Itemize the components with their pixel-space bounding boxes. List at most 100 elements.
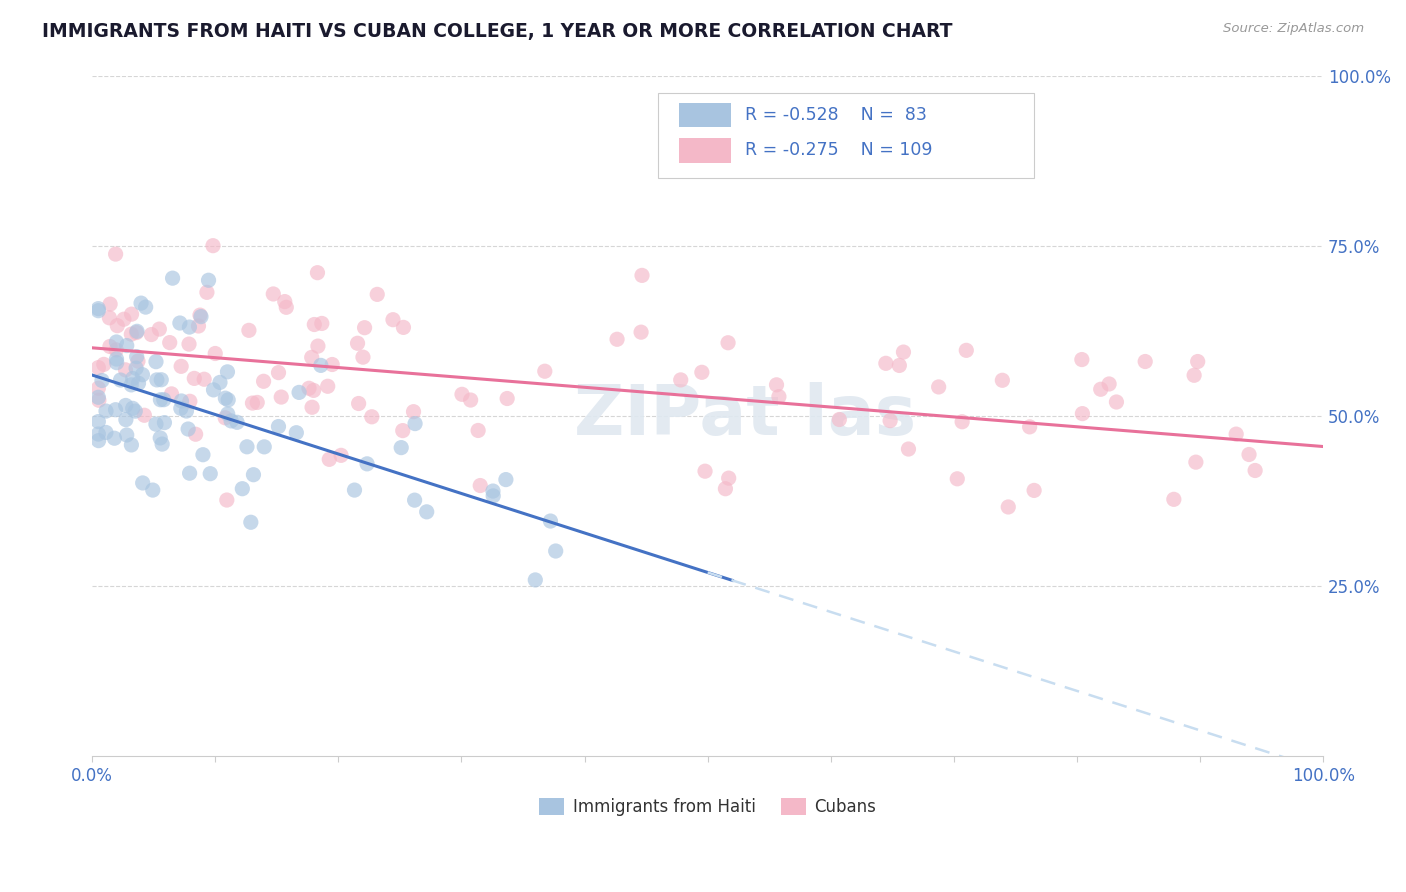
Point xyxy=(307,266,329,280)
Point xyxy=(103,431,125,445)
Point xyxy=(202,383,225,397)
Point xyxy=(524,573,547,587)
Point xyxy=(239,516,262,530)
Point xyxy=(1163,492,1185,507)
Point xyxy=(149,392,172,407)
Point xyxy=(150,437,173,451)
Text: R = -0.275    N = 109: R = -0.275 N = 109 xyxy=(745,142,932,160)
Point xyxy=(544,544,567,558)
Point xyxy=(179,320,201,334)
Point xyxy=(94,425,117,440)
Point xyxy=(149,431,172,445)
Point xyxy=(217,365,239,379)
Point xyxy=(191,448,214,462)
Point xyxy=(87,427,110,442)
Point xyxy=(276,301,298,315)
Point xyxy=(950,415,973,429)
Point xyxy=(87,415,110,429)
Point xyxy=(262,287,284,301)
Point xyxy=(129,296,152,310)
Point xyxy=(87,301,110,316)
Point xyxy=(1098,376,1121,391)
Point xyxy=(304,318,326,332)
Point xyxy=(87,393,110,408)
Point xyxy=(121,401,143,416)
Point xyxy=(125,324,148,338)
Point xyxy=(131,368,153,382)
Point xyxy=(242,467,264,482)
Point xyxy=(253,440,276,454)
Point xyxy=(141,327,163,342)
Point xyxy=(693,464,716,478)
Point xyxy=(148,322,170,336)
Point xyxy=(120,377,142,392)
Point xyxy=(1187,354,1209,368)
Point xyxy=(214,410,236,425)
Point xyxy=(274,294,297,309)
Point xyxy=(87,390,110,404)
Point xyxy=(1237,448,1260,462)
Point xyxy=(115,338,138,352)
Point xyxy=(128,376,150,391)
Point xyxy=(226,415,249,429)
Point xyxy=(352,350,374,364)
Point xyxy=(1182,368,1205,383)
Point xyxy=(298,381,321,395)
Point xyxy=(1185,455,1208,469)
Point xyxy=(1071,407,1094,421)
Point xyxy=(288,385,311,400)
Point xyxy=(540,514,562,528)
Point xyxy=(991,373,1014,387)
Point xyxy=(889,359,911,373)
Point xyxy=(391,424,413,438)
Point xyxy=(343,483,366,497)
Point xyxy=(105,356,128,370)
Point xyxy=(879,414,901,428)
Point xyxy=(219,414,242,428)
Point xyxy=(301,401,323,415)
Point xyxy=(188,308,211,322)
Point xyxy=(183,371,205,385)
Point xyxy=(533,364,555,378)
Point xyxy=(311,317,333,331)
Point xyxy=(270,390,292,404)
Point xyxy=(131,475,153,490)
Point xyxy=(242,396,264,410)
Point xyxy=(451,387,474,401)
Point xyxy=(1105,395,1128,409)
Text: ZIPat las: ZIPat las xyxy=(574,383,915,450)
FancyBboxPatch shape xyxy=(658,93,1033,178)
Point xyxy=(179,466,201,480)
Point xyxy=(91,374,114,388)
Point xyxy=(1090,382,1112,396)
Point xyxy=(160,387,183,401)
Point xyxy=(105,351,128,366)
Point xyxy=(714,482,737,496)
Point xyxy=(98,297,121,311)
Point xyxy=(238,323,260,337)
Point xyxy=(1070,352,1092,367)
Point xyxy=(301,351,323,365)
Point xyxy=(93,358,115,372)
Point xyxy=(135,300,157,314)
Point xyxy=(997,500,1019,514)
Point xyxy=(360,409,382,424)
Point xyxy=(177,337,200,351)
Point xyxy=(170,401,193,416)
Point xyxy=(346,336,368,351)
Bar xyxy=(679,138,731,162)
Point xyxy=(631,268,654,283)
Point xyxy=(190,310,212,324)
Point xyxy=(252,374,274,388)
Point xyxy=(1018,420,1040,434)
Point xyxy=(347,396,370,410)
Point xyxy=(105,343,128,357)
Point xyxy=(717,471,740,485)
Point xyxy=(87,303,110,318)
Point xyxy=(928,380,950,394)
Point xyxy=(152,392,174,407)
Point xyxy=(145,354,167,368)
Point xyxy=(105,318,128,333)
Text: R = -0.528    N =  83: R = -0.528 N = 83 xyxy=(745,106,927,124)
Point xyxy=(121,307,143,321)
